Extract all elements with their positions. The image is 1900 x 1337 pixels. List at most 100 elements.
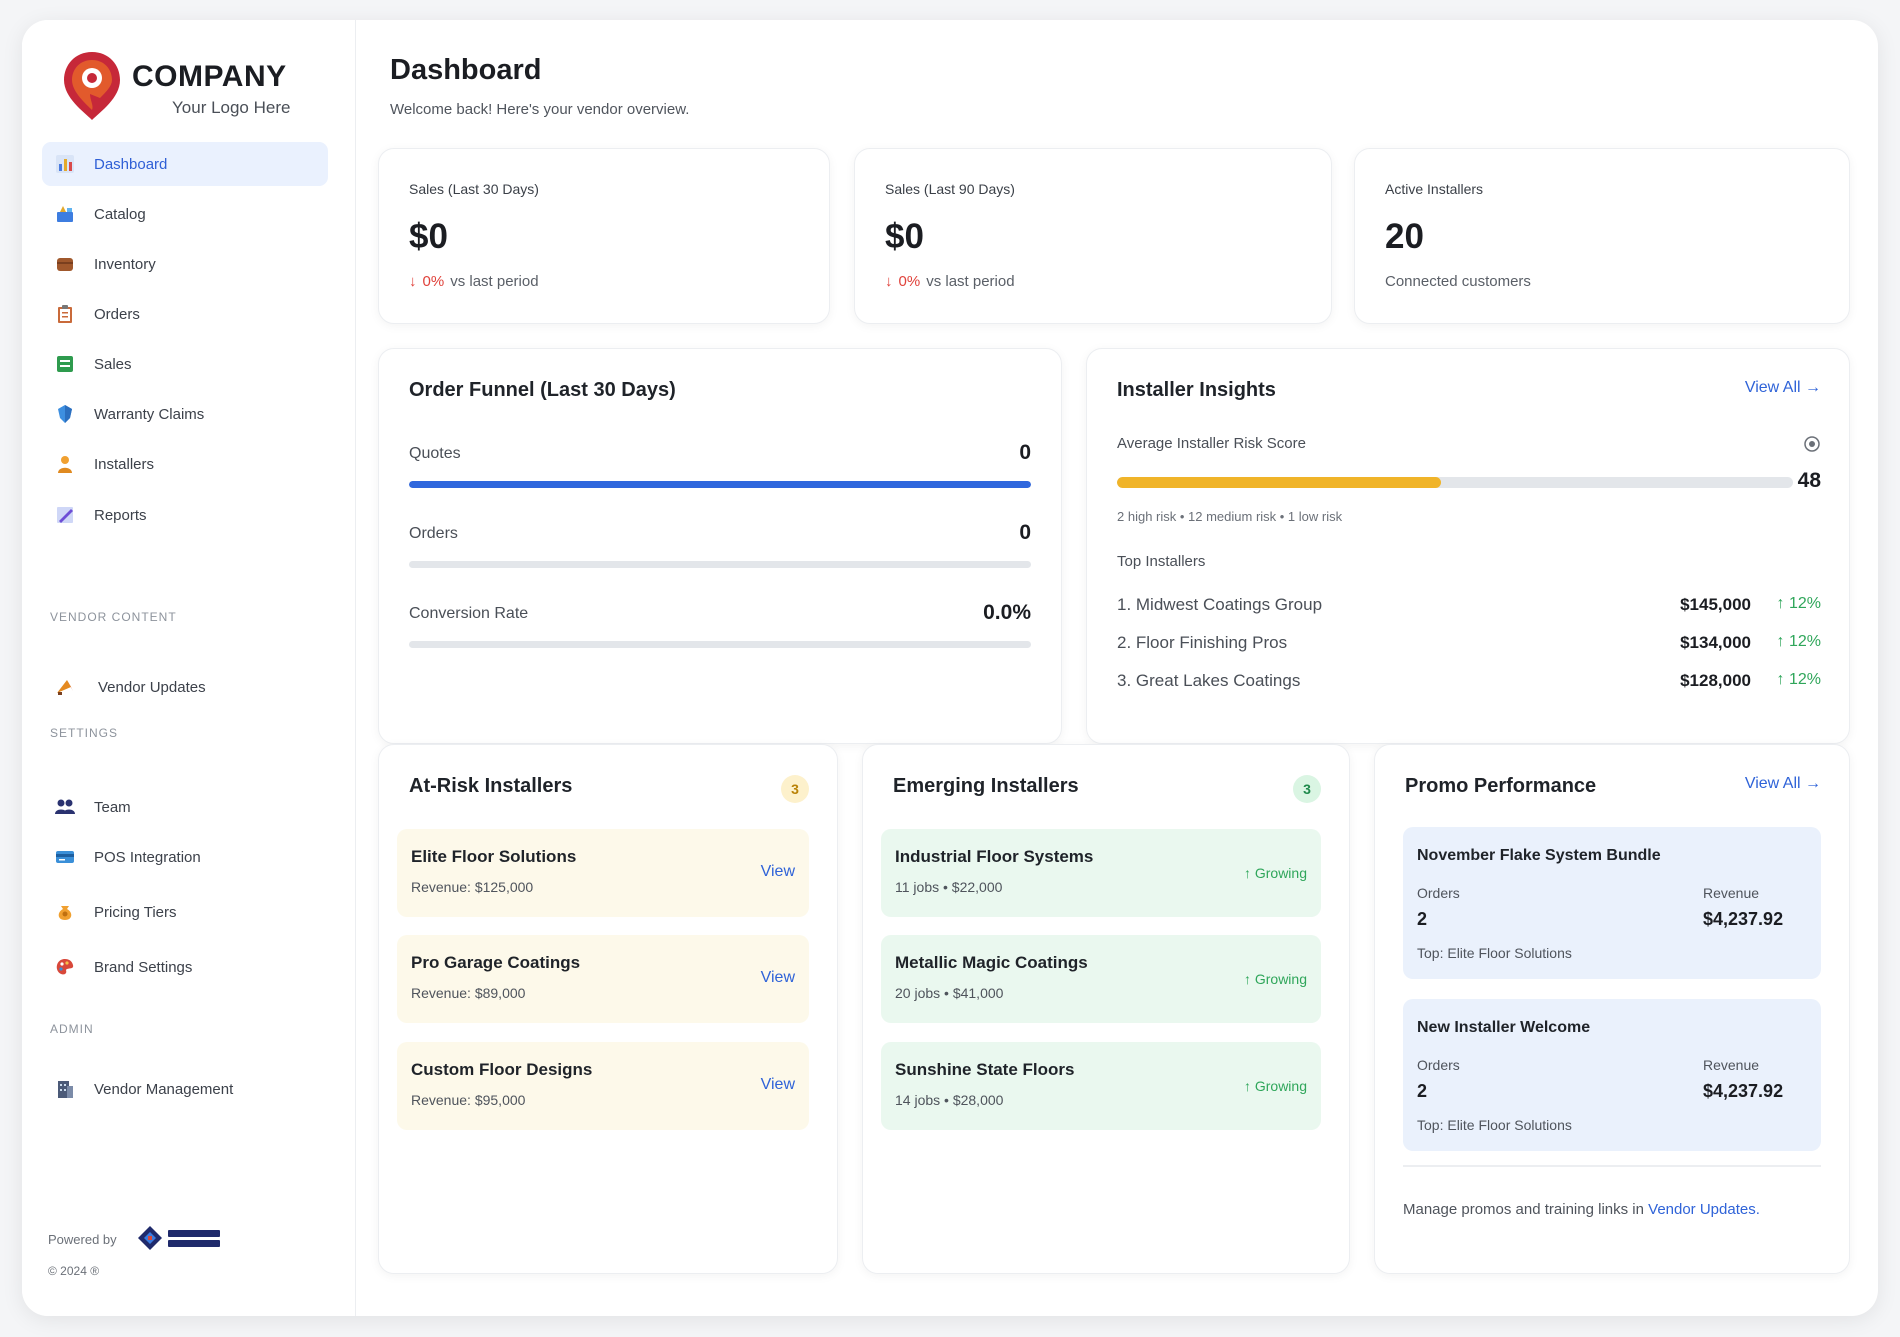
- installer-name: Custom Floor Designs: [411, 1060, 593, 1079]
- promo-item[interactable]: November Flake System Bundle Orders 2 Re…: [1403, 827, 1821, 979]
- list-item: Custom Floor Designs Revenue: $95,000 Vi…: [397, 1042, 809, 1130]
- list-item[interactable]: Sunshine State Floors 14 jobs • $28,000 …: [881, 1042, 1321, 1130]
- stat-value: $0: [409, 217, 448, 256]
- sidebar-item-label: Team: [94, 798, 131, 816]
- sidebar-item-label: Catalog: [94, 205, 146, 223]
- promo-top-installer: Top: Elite Floor Solutions: [1417, 945, 1572, 961]
- installer-name: Elite Floor Solutions: [411, 847, 577, 866]
- installer-name: 1. Midwest Coatings Group: [1117, 595, 1323, 614]
- sidebar-item-dashboard[interactable]: Dashboard: [42, 142, 328, 186]
- funnel-label: Conversion Rate: [409, 605, 529, 622]
- list-item: Elite Floor Solutions Revenue: $125,000 …: [397, 829, 809, 917]
- sidebar-item-installers[interactable]: Installers: [42, 442, 328, 486]
- revenue-value: $4,237.92: [1703, 1081, 1784, 1101]
- company-logo-icon: [64, 52, 120, 120]
- installer-name: Metallic Magic Coatings: [895, 953, 1088, 972]
- top-installer-row[interactable]: 1. Midwest Coatings Group $145,000 ↑ 12%: [1117, 595, 1821, 619]
- sidebar-item-label: Installers: [94, 455, 155, 473]
- funnel-value: 0: [1019, 441, 1031, 464]
- sidebar-item-label: Pricing Tiers: [94, 903, 177, 921]
- brand-tagline: Your Logo Here: [172, 98, 291, 117]
- view-all-link[interactable]: View All →: [1744, 775, 1821, 792]
- clipboard-icon: [54, 303, 76, 325]
- info-icon[interactable]: [1803, 435, 1821, 453]
- card-icon: [54, 846, 76, 868]
- top-installer-row[interactable]: 3. Great Lakes Coatings $128,000 ↑ 12%: [1117, 671, 1821, 695]
- promo-name: November Flake System Bundle: [1417, 847, 1661, 864]
- sidebar-item-pricing-tiers[interactable]: Pricing Tiers: [42, 890, 328, 934]
- list-item: Pro Garage Coatings Revenue: $89,000 Vie…: [397, 935, 809, 1023]
- divider: [1403, 1165, 1821, 1167]
- funnel-label: Quotes: [409, 445, 461, 462]
- sidebar-item-label: Vendor Management: [94, 1080, 234, 1098]
- promo-item[interactable]: New Installer Welcome Orders 2 Revenue $…: [1403, 999, 1821, 1151]
- section-vendor-content: VENDOR CONTENT: [50, 610, 177, 624]
- person-icon: [54, 453, 76, 475]
- stat-foot: Connected customers: [1385, 273, 1531, 290]
- installer-name: 2. Floor Finishing Pros: [1117, 633, 1288, 652]
- sidebar-item-vendor-updates[interactable]: Vendor Updates: [42, 665, 328, 709]
- brand[interactable]: COMPANY Your Logo Here: [60, 50, 330, 130]
- funnel-bar: [409, 641, 1031, 648]
- sidebar-item-pos-integration[interactable]: POS Integration: [42, 835, 328, 879]
- page-title: Dashboard: [390, 54, 542, 86]
- sidebar-item-label: Warranty Claims: [94, 405, 205, 423]
- sidebar-item-team[interactable]: Team: [42, 785, 328, 829]
- orders-label: Orders: [1417, 1057, 1460, 1073]
- card-title: Order Funnel (Last 30 Days): [409, 379, 676, 401]
- promo-performance-card: Promo Performance View All → November Fl…: [1374, 744, 1850, 1274]
- stat-card-sales-90: Sales (Last 90 Days) $0 ↓ 0% vs last per…: [854, 148, 1332, 324]
- orders-label: Orders: [1417, 885, 1460, 901]
- emerging-installers-card: Emerging Installers 3 Industrial Floor S…: [862, 744, 1350, 1274]
- sidebar-item-orders[interactable]: Orders: [42, 292, 328, 336]
- floor-menus-logo-icon[interactable]: [134, 1220, 230, 1256]
- view-link[interactable]: View: [760, 863, 795, 880]
- vendor-updates-link[interactable]: Vendor Updates.: [1648, 1201, 1760, 1218]
- sidebar-item-label: Orders: [94, 305, 140, 323]
- sidebar-item-catalog[interactable]: Catalog: [42, 192, 328, 236]
- section-admin: ADMIN: [50, 1022, 94, 1036]
- risk-score-label: Average Installer Risk Score: [1117, 435, 1306, 452]
- installer-stats: 11 jobs • $22,000: [895, 879, 1003, 895]
- change-suffix: vs last period: [926, 273, 1015, 290]
- view-link[interactable]: View: [760, 969, 795, 986]
- stat-card-active-installers: Active Installers 20 Connected customers: [1354, 148, 1850, 324]
- orders-value: 2: [1417, 909, 1428, 929]
- order-funnel-card: Order Funnel (Last 30 Days) Quotes 0 Ord…: [378, 348, 1062, 744]
- card-title: Emerging Installers: [893, 775, 1079, 797]
- list-item[interactable]: Metallic Magic Coatings 20 jobs • $41,00…: [881, 935, 1321, 1023]
- installer-name: Sunshine State Floors: [895, 1060, 1075, 1079]
- sidebar-item-sales[interactable]: Sales: [42, 342, 328, 386]
- installer-revenue: Revenue: $89,000: [411, 985, 526, 1001]
- funnel-bar-fill: [409, 481, 1031, 488]
- list-item[interactable]: Industrial Floor Systems 11 jobs • $22,0…: [881, 829, 1321, 917]
- top-installer-row[interactable]: 2. Floor Finishing Pros $134,000 ↑ 12%: [1117, 633, 1821, 657]
- revenue-label: Revenue: [1703, 885, 1760, 901]
- funnel-value: 0: [1019, 521, 1031, 544]
- installer-revenue: Revenue: $125,000: [411, 879, 534, 895]
- installer-name: Industrial Floor Systems: [895, 847, 1094, 866]
- risk-score-fill: [1117, 477, 1442, 488]
- installer-change: ↑ 12%: [1776, 595, 1821, 612]
- stat-label: Sales (Last 90 Days): [885, 181, 1015, 197]
- pencil-chart-icon: [54, 504, 76, 526]
- stat-label: Active Installers: [1385, 181, 1484, 197]
- view-all-link[interactable]: View All →: [1744, 379, 1821, 396]
- revenue-label: Revenue: [1703, 1057, 1760, 1073]
- sidebar-item-reports[interactable]: Reports: [42, 493, 328, 537]
- sidebar-item-brand-settings[interactable]: Brand Settings: [42, 945, 328, 989]
- growing-status: ↑ Growing: [1243, 971, 1307, 987]
- installer-amount: $145,000: [1680, 595, 1751, 614]
- bar-chart-icon: [54, 153, 76, 175]
- change-percent: 0%: [422, 273, 445, 290]
- promo-top-installer: Top: Elite Floor Solutions: [1417, 1117, 1572, 1133]
- revenue-value: $4,237.92: [1703, 909, 1784, 929]
- team-icon: [54, 796, 76, 818]
- sidebar-item-warranty-claims[interactable]: Warranty Claims: [42, 392, 328, 436]
- box-icon: [54, 253, 76, 275]
- sidebar-item-inventory[interactable]: Inventory: [42, 242, 328, 286]
- sidebar-item-vendor-management[interactable]: Vendor Management: [42, 1067, 328, 1111]
- ledger-icon: [54, 353, 76, 375]
- growing-status: ↑ Growing: [1243, 1078, 1307, 1094]
- view-link[interactable]: View: [760, 1076, 795, 1093]
